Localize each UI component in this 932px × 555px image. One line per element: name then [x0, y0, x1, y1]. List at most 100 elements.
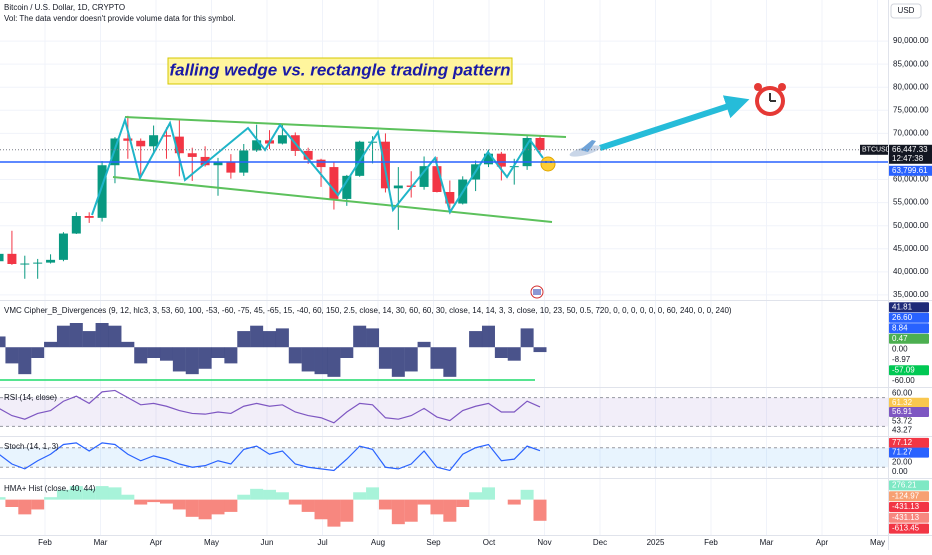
hist-bar: [185, 499, 199, 517]
y-tick-label-bg: [889, 302, 929, 313]
wave-bar: [301, 347, 315, 372]
arrow: [599, 95, 750, 151]
hist-bar: [417, 499, 431, 505]
band: [0, 397, 888, 427]
wave-bar: [159, 347, 173, 361]
candle-body: [419, 166, 429, 187]
wave-bar: [417, 341, 431, 348]
y-tick-label: 276.21: [892, 481, 917, 490]
y-tick-label: 0.47: [892, 334, 908, 343]
x-tick-label: May: [204, 538, 219, 547]
y-tick-label: 61.32: [892, 398, 913, 407]
wave-bar: [0, 336, 6, 348]
y-tick-label-bg: [889, 333, 929, 344]
y-tick-label: 20.00: [892, 457, 913, 466]
candle-body: [161, 135, 171, 137]
hline-price-bg: [889, 165, 932, 176]
hist-bar: [224, 499, 238, 512]
hist-bar: [69, 486, 83, 500]
wave-bar: [185, 347, 199, 375]
y-tick-label: -431.13: [892, 513, 920, 522]
wave-bar: [404, 347, 418, 372]
candle-body: [213, 161, 223, 166]
currency[interactable]: USD: [898, 6, 915, 15]
candle-body: [483, 153, 493, 165]
y-tick-label: 40,000.00: [893, 267, 929, 276]
hist-bar: [404, 499, 418, 522]
y-tick-label: 80,000.00: [893, 82, 929, 91]
indicator-line: [0, 389, 541, 424]
wave-bar: [250, 325, 264, 348]
wave-bar: [108, 325, 122, 348]
wave-bar: [481, 325, 495, 348]
x-tick-label: Sep: [426, 538, 441, 547]
hist-bar: [314, 499, 328, 520]
hline-price: 63,799.61: [892, 166, 928, 175]
y-tick-label: 43.27: [892, 426, 913, 435]
hist-bar: [263, 489, 277, 500]
hist-bar: [340, 499, 354, 522]
annotation-box: [167, 57, 513, 85]
wave-bar: [507, 347, 521, 361]
wedge-lower: [112, 176, 553, 223]
hist-bar: [327, 499, 341, 527]
wave-bar: [443, 347, 457, 377]
y-tick-label: 70,000.00: [893, 128, 929, 137]
wave-bar: [95, 323, 109, 348]
symbol: BTCUSD: [862, 147, 891, 154]
candle-body: [136, 140, 146, 147]
candle-body: [496, 153, 506, 167]
hist-bar: [211, 499, 225, 515]
candle-body: [0, 253, 4, 262]
currency-box[interactable]: [890, 3, 922, 19]
hist-bar: [134, 499, 148, 505]
wave-bar: [172, 347, 186, 372]
wave-bar: [314, 347, 328, 375]
wave-bar: [391, 347, 405, 377]
y-tick-label: 41.81: [892, 302, 913, 311]
hist-bar: [520, 489, 534, 500]
hist-bar: [237, 494, 251, 500]
candle-body: [277, 135, 287, 144]
hist-bar: [121, 494, 135, 500]
pane-title: VMC Cipher_B_Divergences (9, 12, hlc3, 3…: [4, 306, 732, 315]
x-tick-label: 2025: [647, 538, 665, 547]
hist-bar: [31, 499, 45, 510]
x-tick-label: Apr: [150, 538, 163, 547]
candle-body: [226, 161, 236, 173]
wave-bar: [469, 331, 483, 348]
wave-bar: [263, 331, 277, 348]
hist-bar: [481, 487, 495, 500]
hist-bar: [44, 497, 58, 500]
hist-bar: [533, 499, 547, 521]
wave-bar: [69, 323, 83, 348]
hist-bar: [353, 492, 367, 500]
candle-body: [252, 140, 262, 151]
candle-body: [522, 138, 532, 167]
y-tick-label-bg: [889, 437, 929, 448]
last-price-bg: [889, 144, 932, 164]
y-tick-label: -431.13: [892, 502, 920, 511]
y-tick-label-bg: [889, 491, 929, 502]
candle-body: [58, 233, 68, 260]
hist-bar: [172, 499, 186, 510]
candle-body: [535, 138, 545, 150]
hist-bar: [430, 499, 444, 515]
y-tick-label: 53.72: [892, 416, 913, 425]
candle-body: [20, 263, 30, 265]
candle-body: [84, 216, 94, 218]
y-tick-label-bg: [889, 365, 929, 376]
y-tick-label-bg: [889, 512, 929, 523]
pane-title: Stoch (14, 1, 3): [4, 442, 59, 451]
y-tick-label-bg: [889, 447, 929, 458]
x-tick-label: Dec: [593, 538, 607, 547]
wave-bar: [121, 341, 135, 348]
candle-body: [200, 156, 210, 166]
candle-body: [187, 153, 197, 157]
candle-body: [342, 175, 352, 199]
wave-bar: [31, 347, 45, 358]
wave-bar: [378, 347, 392, 369]
y-tick-label-bg: [889, 407, 929, 417]
hist-bar: [443, 499, 457, 522]
